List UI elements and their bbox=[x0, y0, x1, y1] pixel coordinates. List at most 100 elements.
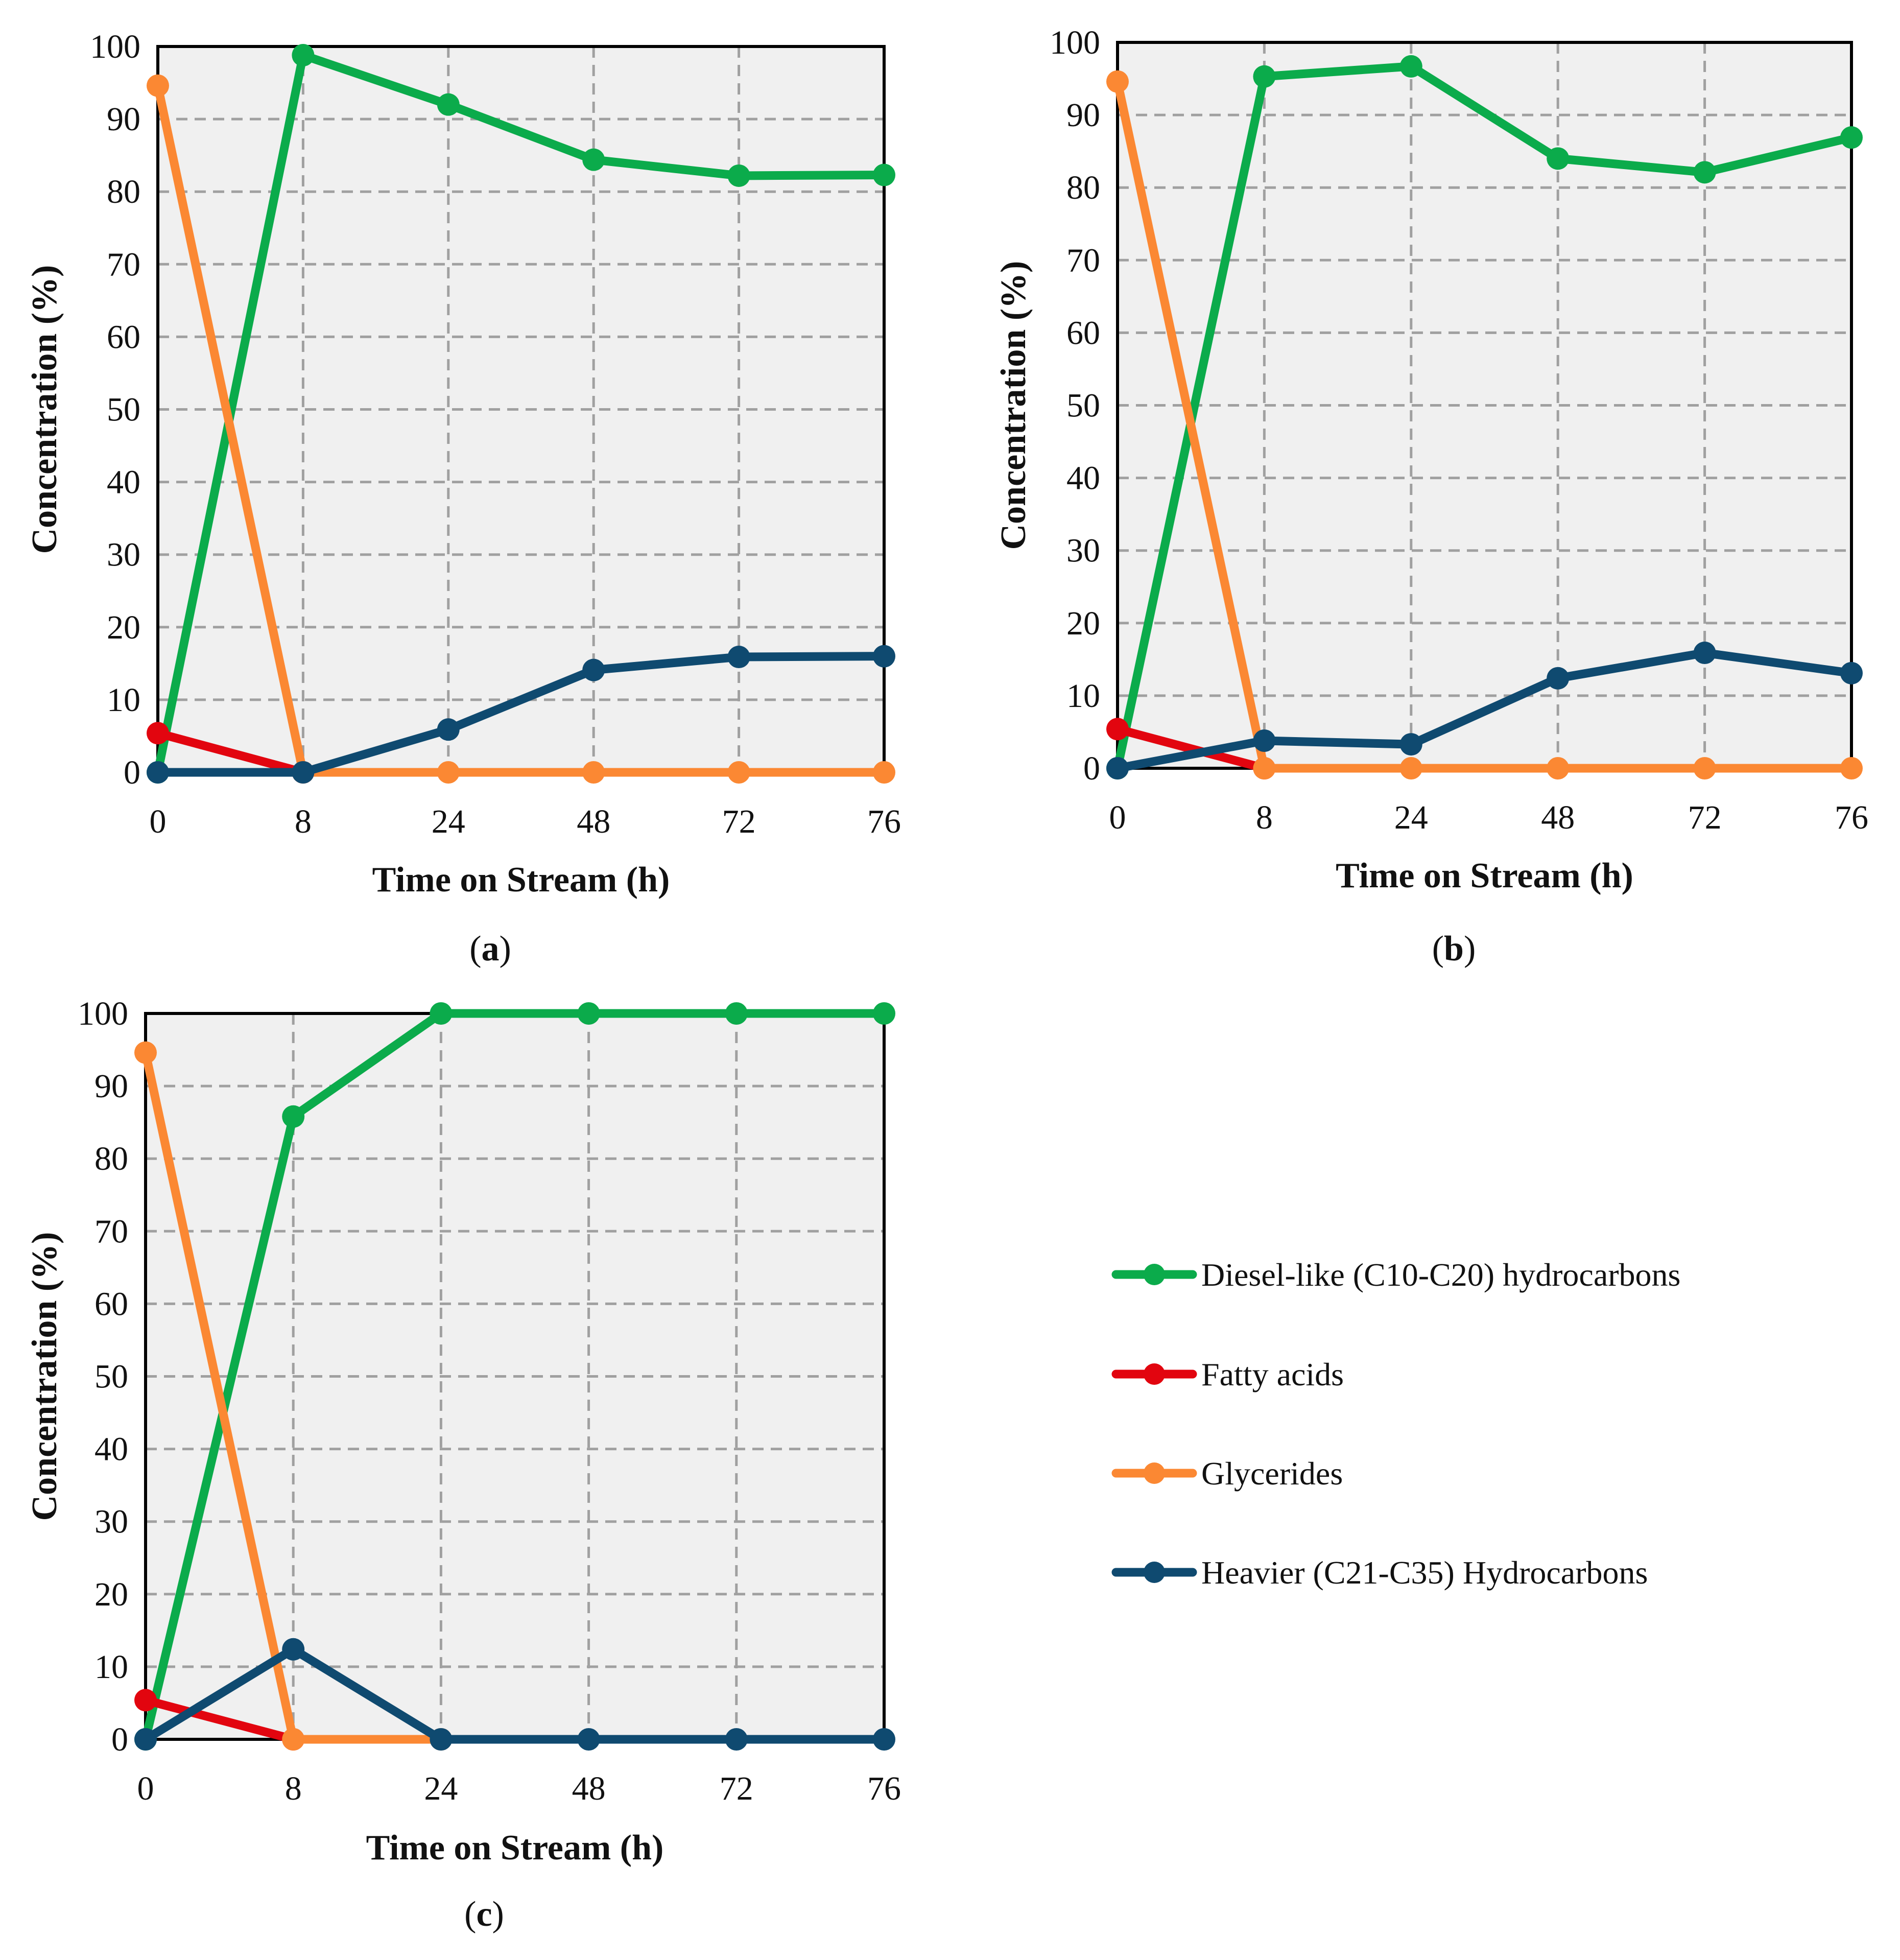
data-point-glycerides bbox=[582, 761, 605, 784]
data-point-diesel bbox=[437, 93, 460, 116]
y-tick-label: 30 bbox=[107, 536, 140, 574]
data-point-heavier bbox=[437, 718, 460, 741]
series-heavier bbox=[1106, 642, 1863, 780]
data-point-diesel bbox=[1840, 126, 1863, 149]
panel-label-close: ) bbox=[500, 929, 511, 969]
y-tick-label: 100 bbox=[78, 995, 128, 1032]
legend-label: Diesel-like (C10-C20) hydrocarbons bbox=[1201, 1257, 1680, 1293]
legend-item: Fatty acids bbox=[1111, 1356, 1344, 1392]
y-tick-label: 20 bbox=[1066, 605, 1100, 642]
y-tick-label: 0 bbox=[1083, 750, 1100, 787]
data-point-diesel bbox=[430, 1002, 453, 1025]
x-tick-label: 0 bbox=[137, 1770, 154, 1807]
series-heavier bbox=[147, 645, 895, 784]
y-tick-label: 70 bbox=[1066, 242, 1100, 279]
data-point-glycerides bbox=[147, 74, 169, 97]
legend-label: Glycerides bbox=[1201, 1455, 1343, 1492]
panel-label-letter: b bbox=[1444, 929, 1464, 969]
data-point-glycerides bbox=[437, 761, 460, 784]
data-point-diesel bbox=[1253, 65, 1276, 88]
data-point-glycerides bbox=[1106, 70, 1129, 93]
legend-label: Fatty acids bbox=[1201, 1356, 1344, 1392]
y-tick-label: 60 bbox=[107, 318, 140, 356]
data-point-heavier bbox=[725, 1728, 748, 1751]
series-line-diesel bbox=[153, 51, 889, 777]
data-point-glycerides bbox=[1547, 757, 1570, 780]
data-point-glycerides bbox=[1399, 757, 1422, 780]
data-point-diesel bbox=[873, 1002, 895, 1025]
y-tick-label: 70 bbox=[94, 1213, 128, 1250]
data-point-fatty bbox=[147, 722, 169, 745]
y-tick-label: 60 bbox=[1066, 314, 1100, 351]
series-line-diesel bbox=[1113, 62, 1856, 773]
y-tick-label: 30 bbox=[1066, 532, 1100, 570]
data-point-glycerides bbox=[282, 1728, 305, 1751]
series-line-glycerides bbox=[1113, 77, 1856, 773]
x-tick-label: 24 bbox=[1394, 799, 1428, 836]
panel-label-open: ( bbox=[464, 1895, 476, 1934]
y-tick-label: 0 bbox=[124, 754, 140, 791]
series-diesel bbox=[134, 1002, 895, 1751]
series-line-heavier bbox=[1113, 648, 1856, 773]
data-point-heavier bbox=[430, 1728, 453, 1751]
x-tick-label: 76 bbox=[1835, 799, 1868, 836]
y-tick-label: 50 bbox=[107, 391, 140, 429]
series-line-diesel bbox=[141, 1009, 889, 1744]
x-axis-title: Time on Stream (h) bbox=[366, 1828, 664, 1868]
x-tick-label: 48 bbox=[577, 803, 610, 840]
data-point-heavier bbox=[873, 1728, 895, 1751]
data-point-glycerides bbox=[1253, 757, 1276, 780]
y-tick-label: 0 bbox=[111, 1721, 128, 1758]
legend-item: Heavier (C21-C35) Hydrocarbons bbox=[1111, 1554, 1648, 1591]
data-point-fatty bbox=[134, 1689, 157, 1712]
legend-label: Heavier (C21-C35) Hydrocarbons bbox=[1201, 1554, 1648, 1591]
data-point-heavier bbox=[727, 646, 750, 669]
chart-panel-b: 0 10 20 30 40 50 60 70 80 90 100 0 8 24 48 72 76 Time on … bbox=[994, 24, 1868, 969]
panel-label: (c) bbox=[464, 1895, 504, 1934]
y-axis-title: Concentration (%) bbox=[25, 1232, 64, 1521]
x-axis-title: Time on Stream (h) bbox=[1336, 856, 1633, 895]
x-tick-label: 72 bbox=[722, 803, 756, 840]
data-point-diesel bbox=[727, 164, 750, 187]
series-heavier bbox=[134, 1638, 895, 1751]
data-point-glycerides bbox=[1840, 757, 1863, 780]
legend-swatch-marker bbox=[1144, 1363, 1165, 1385]
x-tick-label: 24 bbox=[432, 803, 465, 840]
y-tick-label: 10 bbox=[107, 681, 140, 719]
data-point-heavier bbox=[292, 761, 315, 784]
y-tick-label: 10 bbox=[94, 1648, 128, 1686]
series-line-fatty bbox=[153, 728, 307, 777]
chart-panel-a: 0 10 20 30 40 50 60 70 80 90 100 0 8 24 48 72 76 Time on … bbox=[25, 28, 901, 969]
legend-swatch-marker bbox=[1144, 1264, 1165, 1285]
data-point-diesel bbox=[292, 44, 315, 67]
panel-label-close: ) bbox=[1464, 929, 1476, 969]
legend-item: Glycerides bbox=[1111, 1455, 1343, 1492]
data-point-heavier bbox=[282, 1638, 305, 1661]
data-point-diesel bbox=[577, 1002, 600, 1025]
series-glycerides bbox=[147, 74, 895, 784]
x-axis-title: Time on Stream (h) bbox=[372, 860, 670, 900]
x-tick-label: 8 bbox=[1256, 799, 1273, 836]
data-point-heavier bbox=[1106, 757, 1129, 780]
series-line-heavier bbox=[153, 652, 889, 777]
y-axis-title: Concentration (%) bbox=[994, 261, 1033, 550]
x-tick-label: 76 bbox=[867, 1770, 901, 1807]
panel-label-letter: a bbox=[482, 929, 500, 969]
x-tick-label: 72 bbox=[720, 1770, 753, 1807]
series-line-glycerides bbox=[153, 81, 889, 777]
x-tick-label: 8 bbox=[295, 803, 312, 840]
data-point-diesel bbox=[582, 148, 605, 171]
y-tick-label: 30 bbox=[94, 1503, 128, 1541]
y-tick-label: 40 bbox=[94, 1431, 128, 1468]
panel-label-letter: c bbox=[476, 1895, 492, 1934]
data-point-heavier bbox=[147, 761, 169, 784]
y-tick-label: 40 bbox=[1066, 460, 1100, 497]
y-tick-label: 10 bbox=[1066, 677, 1100, 715]
data-point-diesel bbox=[282, 1105, 305, 1128]
data-point-glycerides bbox=[134, 1041, 157, 1064]
series-line-heavier bbox=[141, 1645, 889, 1744]
panel-label-open: ( bbox=[1432, 929, 1444, 969]
data-point-heavier bbox=[1399, 733, 1422, 756]
data-point-heavier bbox=[1840, 662, 1863, 684]
y-tick-label: 80 bbox=[107, 173, 140, 210]
